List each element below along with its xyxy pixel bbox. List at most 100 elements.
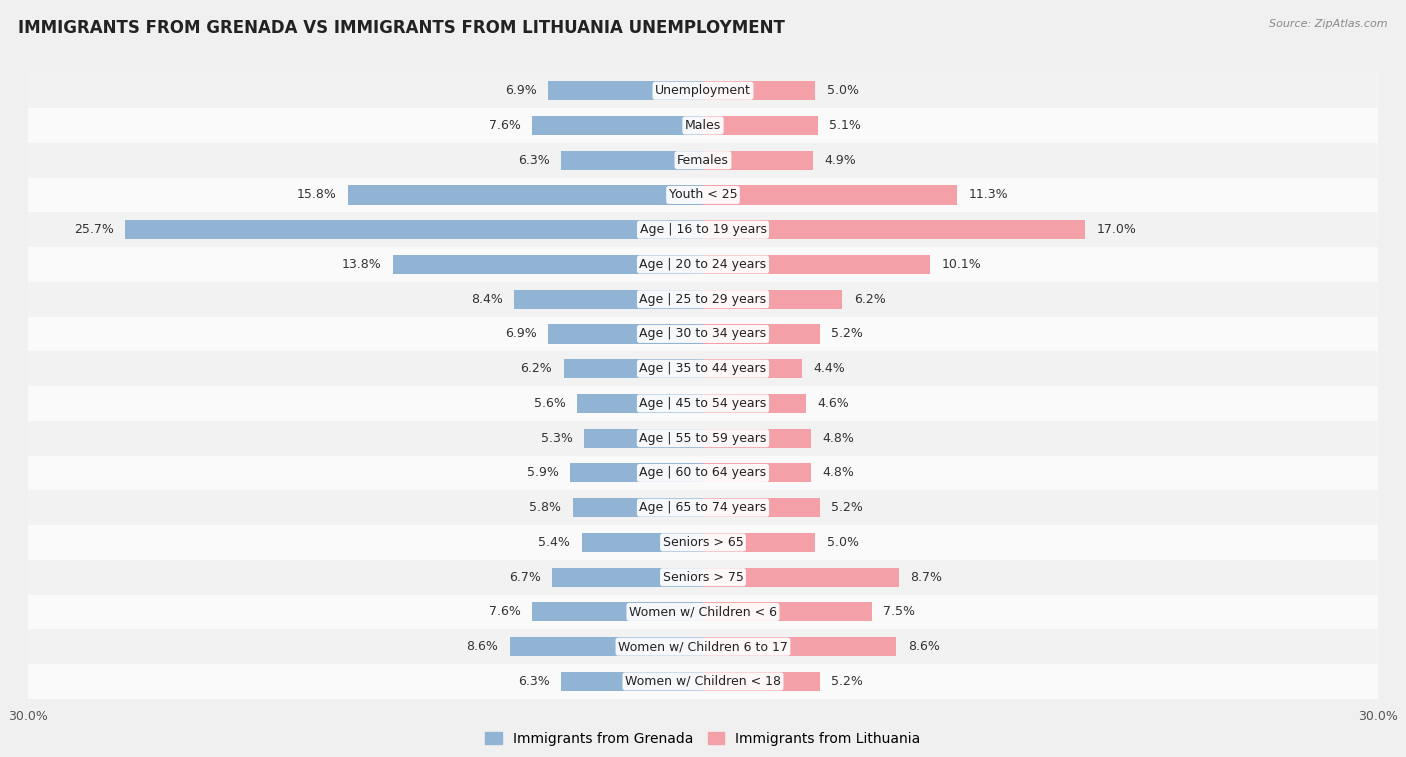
Text: 6.2%: 6.2%: [520, 362, 553, 375]
Bar: [548, 81, 703, 100]
Bar: [703, 428, 811, 447]
Bar: [703, 463, 811, 482]
Bar: [583, 428, 703, 447]
Bar: [509, 637, 703, 656]
Bar: [582, 533, 703, 552]
Bar: [572, 498, 703, 517]
Bar: [28, 143, 1378, 178]
Text: Age | 25 to 29 years: Age | 25 to 29 years: [640, 293, 766, 306]
Text: Age | 16 to 19 years: Age | 16 to 19 years: [640, 223, 766, 236]
Bar: [28, 594, 1378, 629]
Bar: [347, 185, 703, 204]
Text: 5.3%: 5.3%: [541, 431, 572, 444]
Text: 8.7%: 8.7%: [910, 571, 942, 584]
Text: 4.9%: 4.9%: [824, 154, 856, 167]
Text: 10.1%: 10.1%: [942, 258, 981, 271]
Text: Youth < 25: Youth < 25: [669, 188, 737, 201]
Bar: [28, 351, 1378, 386]
Text: Seniors > 65: Seniors > 65: [662, 536, 744, 549]
Bar: [703, 185, 957, 204]
Text: 6.3%: 6.3%: [519, 154, 550, 167]
Text: Unemployment: Unemployment: [655, 84, 751, 97]
Text: 5.2%: 5.2%: [831, 328, 863, 341]
Bar: [28, 525, 1378, 560]
Bar: [703, 81, 815, 100]
Text: 6.3%: 6.3%: [519, 675, 550, 688]
Text: 5.0%: 5.0%: [827, 84, 859, 97]
Bar: [576, 394, 703, 413]
Text: 13.8%: 13.8%: [342, 258, 381, 271]
Bar: [703, 533, 815, 552]
Text: Age | 35 to 44 years: Age | 35 to 44 years: [640, 362, 766, 375]
Bar: [548, 325, 703, 344]
Bar: [531, 116, 703, 135]
Text: Women w/ Children < 18: Women w/ Children < 18: [626, 675, 780, 688]
Bar: [703, 359, 801, 378]
Text: Women w/ Children < 6: Women w/ Children < 6: [628, 606, 778, 618]
Text: Age | 30 to 34 years: Age | 30 to 34 years: [640, 328, 766, 341]
Text: 7.6%: 7.6%: [489, 119, 520, 132]
Text: 8.6%: 8.6%: [467, 640, 498, 653]
Text: Females: Females: [678, 154, 728, 167]
Bar: [28, 560, 1378, 594]
Text: Age | 20 to 24 years: Age | 20 to 24 years: [640, 258, 766, 271]
Text: 6.2%: 6.2%: [853, 293, 886, 306]
Bar: [553, 568, 703, 587]
Text: 8.4%: 8.4%: [471, 293, 503, 306]
Text: Women w/ Children 6 to 17: Women w/ Children 6 to 17: [619, 640, 787, 653]
Bar: [531, 603, 703, 621]
Bar: [703, 394, 807, 413]
Text: Age | 65 to 74 years: Age | 65 to 74 years: [640, 501, 766, 514]
Bar: [392, 255, 703, 274]
Bar: [703, 637, 897, 656]
Bar: [28, 491, 1378, 525]
Text: 7.5%: 7.5%: [883, 606, 915, 618]
Bar: [703, 672, 820, 691]
Text: 5.1%: 5.1%: [830, 119, 860, 132]
Bar: [564, 359, 703, 378]
Text: 5.6%: 5.6%: [534, 397, 565, 410]
Bar: [28, 212, 1378, 247]
Text: 6.9%: 6.9%: [505, 328, 537, 341]
Text: 5.8%: 5.8%: [529, 501, 561, 514]
Bar: [28, 316, 1378, 351]
Bar: [28, 178, 1378, 212]
Text: 4.8%: 4.8%: [823, 431, 853, 444]
Bar: [703, 325, 820, 344]
Text: 15.8%: 15.8%: [297, 188, 336, 201]
Text: 4.4%: 4.4%: [813, 362, 845, 375]
Bar: [703, 568, 898, 587]
Text: 17.0%: 17.0%: [1097, 223, 1136, 236]
Text: 4.6%: 4.6%: [818, 397, 849, 410]
Bar: [28, 282, 1378, 316]
Text: IMMIGRANTS FROM GRENADA VS IMMIGRANTS FROM LITHUANIA UNEMPLOYMENT: IMMIGRANTS FROM GRENADA VS IMMIGRANTS FR…: [18, 19, 785, 37]
Bar: [703, 116, 818, 135]
Bar: [28, 386, 1378, 421]
Text: 5.4%: 5.4%: [538, 536, 571, 549]
Text: Source: ZipAtlas.com: Source: ZipAtlas.com: [1270, 19, 1388, 29]
Bar: [28, 421, 1378, 456]
Bar: [703, 151, 813, 170]
Bar: [703, 220, 1085, 239]
Bar: [571, 463, 703, 482]
Text: 7.6%: 7.6%: [489, 606, 520, 618]
Text: 5.9%: 5.9%: [527, 466, 560, 479]
Bar: [703, 498, 820, 517]
Text: Age | 55 to 59 years: Age | 55 to 59 years: [640, 431, 766, 444]
Bar: [703, 255, 931, 274]
Bar: [28, 664, 1378, 699]
Bar: [561, 151, 703, 170]
Text: 5.0%: 5.0%: [827, 536, 859, 549]
Legend: Immigrants from Grenada, Immigrants from Lithuania: Immigrants from Grenada, Immigrants from…: [479, 726, 927, 751]
Bar: [515, 290, 703, 309]
Text: Age | 60 to 64 years: Age | 60 to 64 years: [640, 466, 766, 479]
Text: 6.7%: 6.7%: [509, 571, 541, 584]
Bar: [28, 108, 1378, 143]
Text: 6.9%: 6.9%: [505, 84, 537, 97]
Text: 4.8%: 4.8%: [823, 466, 853, 479]
Bar: [125, 220, 703, 239]
Text: 5.2%: 5.2%: [831, 501, 863, 514]
Bar: [703, 603, 872, 621]
Text: 8.6%: 8.6%: [908, 640, 939, 653]
Bar: [28, 456, 1378, 491]
